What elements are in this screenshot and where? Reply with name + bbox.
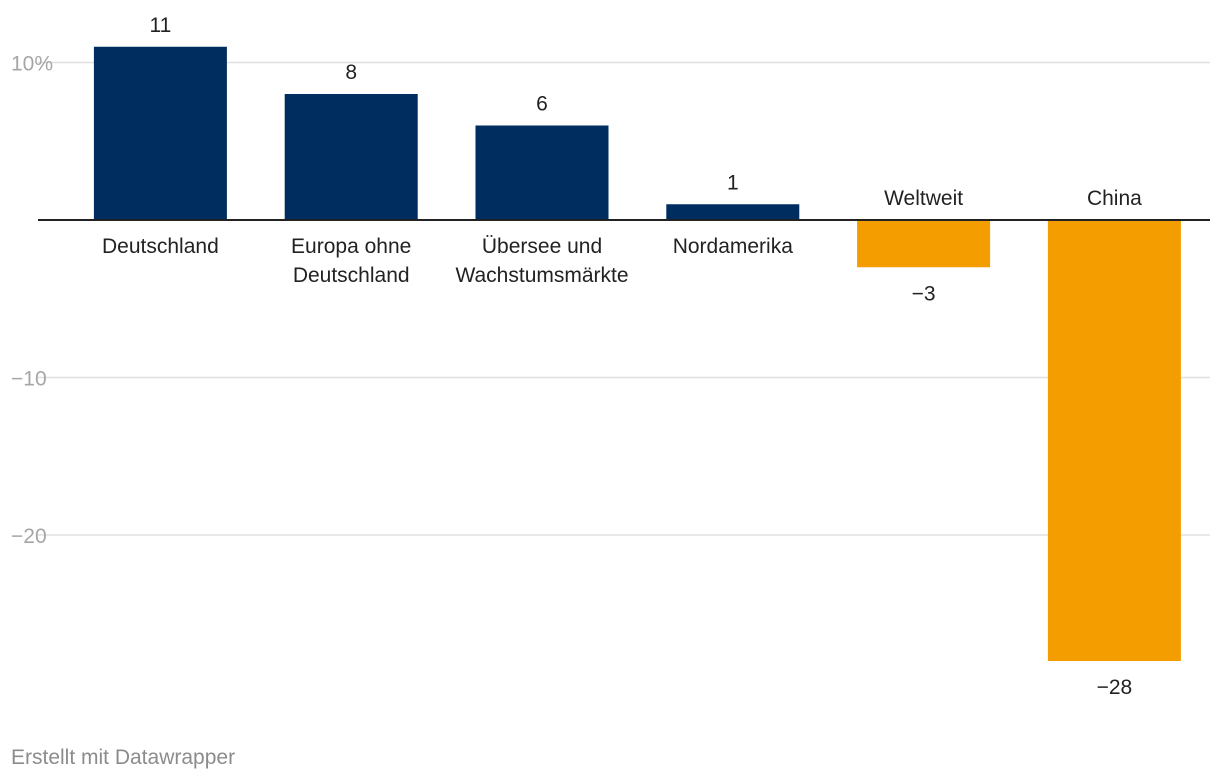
bar [1047,220,1181,661]
value-label: −3 [912,282,936,305]
bar [284,94,418,220]
y-tick-label: −10 [11,368,47,391]
category-label: Weltweit [884,187,963,210]
bar [857,220,991,268]
value-label: 8 [345,61,357,84]
y-tick-label: −20 [11,525,47,548]
bar [666,204,800,220]
value-label: 6 [536,93,548,116]
category-label: Deutschland [102,235,219,258]
value-label: −28 [1097,676,1133,699]
category-label: Übersee und [482,235,602,258]
bar [475,125,609,220]
category-label: Nordamerika [673,235,794,258]
value-label: 1 [727,171,739,194]
category-label: Europa ohne [291,235,411,258]
value-label: 11 [149,14,171,37]
y-tick-label: 10% [11,53,53,76]
datawrapper-credit: Erstellt mit Datawrapper [11,746,236,769]
bar [93,46,227,220]
category-label: China [1087,187,1142,210]
category-label: Wachstumsmärkte [455,264,628,287]
category-label: Deutschland [293,264,410,287]
